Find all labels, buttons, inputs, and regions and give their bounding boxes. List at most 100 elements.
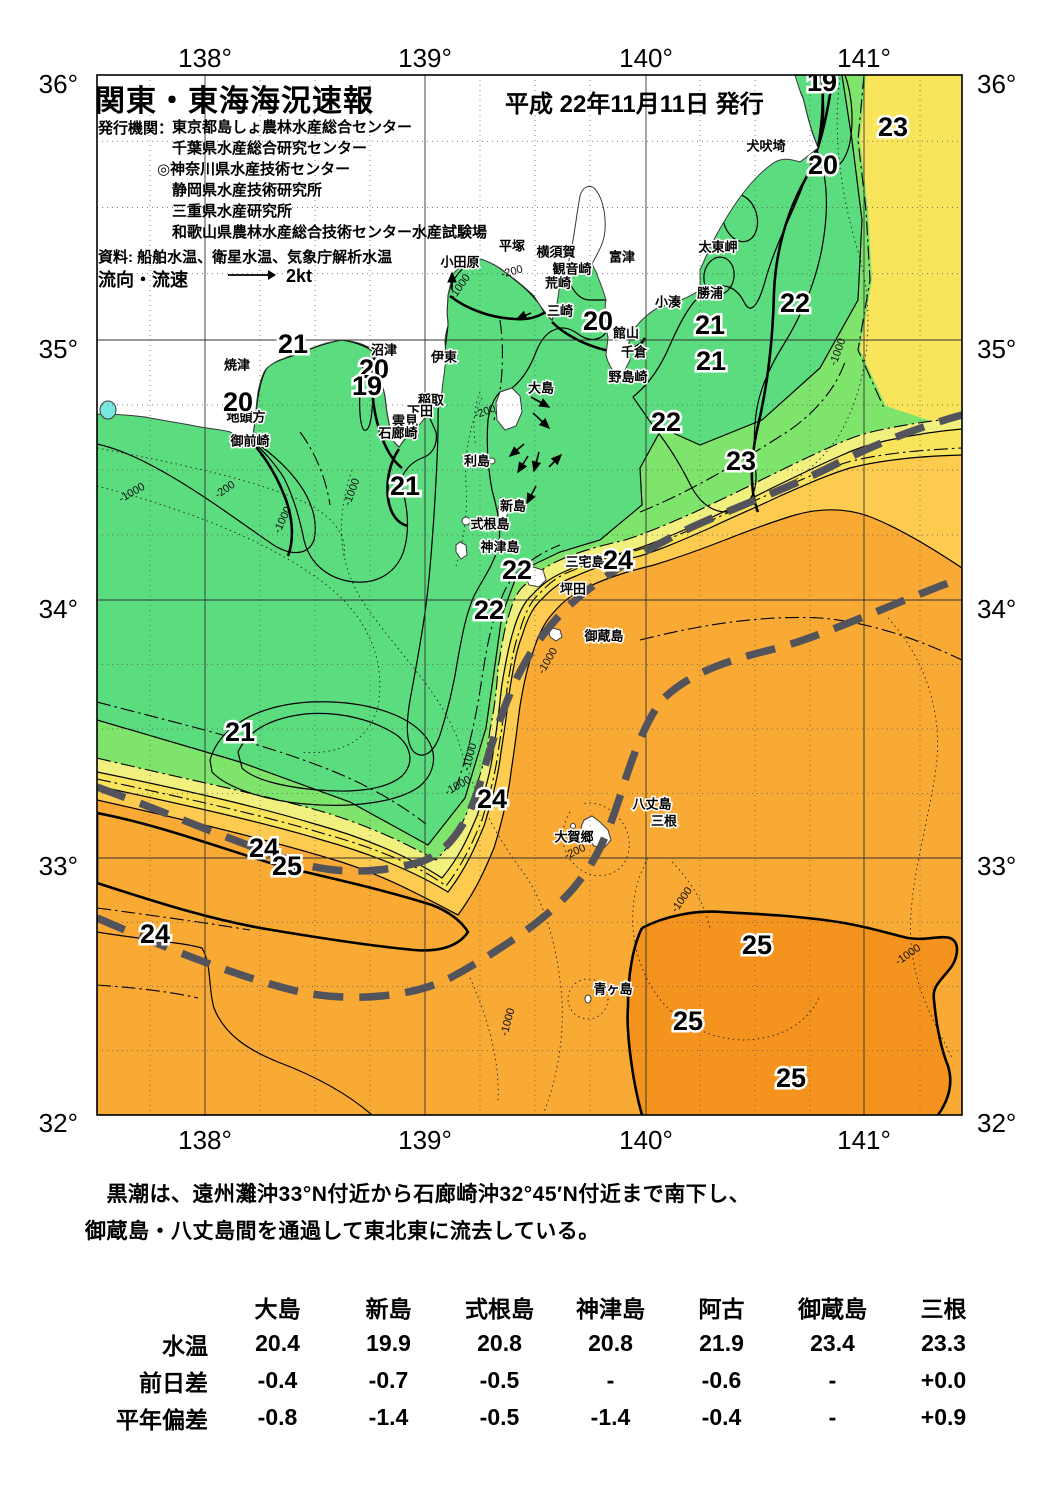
place-label: 横須賀 [536,245,575,260]
graticule [97,75,962,1115]
axis-label-bottom: 139° [398,1125,452,1155]
temperature-labels: 1923202221212021201920222321222224212424… [137,75,910,1096]
place-label: 地頭方 [226,410,265,425]
island-miyakejima [524,566,547,588]
lake-hamana [99,400,117,420]
sea-region-24c-southwest [97,931,373,1115]
island-oshima [495,387,523,431]
table-column-header: 新島 [365,1295,412,1322]
axis-label-left: 34° [39,594,78,624]
flow-legend-arrow-icon [228,270,276,280]
place-label: 荒崎 [544,276,571,291]
table-value-cell: 23.3 [921,1330,966,1356]
publisher-label: 発行機関： [98,120,174,137]
table-value-cell: - [828,1367,837,1393]
island-hachijokojima [570,823,576,829]
page-title: 関東・東海海況速報 [95,85,374,118]
temp-label: 25 [742,930,772,960]
temp-label: 20 [359,354,389,384]
table-column-header: 式根島 [465,1295,534,1322]
place-label: 坪田 [560,582,586,597]
publisher-item: ◎神奈川県水産技術センター [157,161,351,178]
place-label: 小湊 [655,295,682,310]
temp-label: 21 [278,329,308,359]
cold-patch-20c [703,256,735,296]
axis-label-right: 35° [977,334,1016,364]
table-value-cell: 19.9 [366,1330,411,1356]
publisher-list: 東京都島しょ農林水産総合センター 千葉県水産総合研究センター ◎神奈川県水産技術セン… [157,117,487,243]
publisher-item: 千葉県水産総合研究センター [172,140,368,157]
place-label: 稲取 [418,393,445,408]
table-value-cell: -0.5 [479,1367,520,1393]
axis-label-right: 33° [977,851,1016,881]
table-corner [52,1288,222,1325]
temp-label: 25 [673,1006,703,1036]
table-row-label: 前日差 [139,1369,208,1396]
axis-label-top: 141° [837,43,891,73]
axis-label-bottom: 141° [837,1125,891,1155]
place-label: 石廊崎 [377,426,417,441]
table-value-cell: +0.9 [920,1404,967,1430]
place-label: 青ヶ島 [593,982,632,997]
place-label: 小田原 [440,255,479,270]
temp-label: 19 [352,371,382,401]
temp-label: 22 [780,288,810,318]
table-value-cell: - [828,1404,837,1430]
island-toshima [488,457,496,465]
axis-label-right: 36° [977,69,1016,99]
table-value-cell: -0.5 [479,1404,520,1430]
place-label: 大賀郷 [554,830,593,845]
place-label: 犬吠埼 [746,139,785,154]
table-column-header: 神津島 [576,1295,645,1322]
temp-label: 24 [477,784,507,814]
temp-label: 20 [583,306,613,336]
axis-label-top: 139° [398,43,452,73]
place-label: 沼津 [371,343,397,358]
table-value-cell: -1.4 [368,1404,409,1430]
place-label: 千倉 [621,345,648,360]
table-value-cell: 20.4 [255,1330,300,1356]
place-label: 神津島 [480,540,519,555]
place-label: 平塚 [499,239,525,254]
issue-date: 平成 22年11月11日 発行 [505,91,764,118]
place-label: 館山 [613,326,639,341]
table-value-cell: -0.8 [257,1404,298,1430]
tokyo-bay-coastline [566,185,606,271]
table-column-header: 三根 [920,1295,967,1322]
place-label: 野島崎 [608,370,647,385]
temp-label: 21 [696,346,726,376]
table-value-cell: +0.0 [920,1367,967,1393]
sea-region-25c-southeast [627,911,957,1115]
island-shikinejima [461,516,471,526]
current-arrows [447,271,563,505]
temp-label: 22 [474,595,504,625]
place-label: 三根 [651,814,678,829]
cold-water-east-boso [632,146,827,513]
table-value-cell: 23.4 [810,1330,855,1356]
table-value-cell: -1.4 [590,1404,631,1430]
temp-label: 25 [776,1063,806,1093]
temp-label: 24 [249,833,279,863]
table-row-label: 平年偏差 [116,1406,208,1433]
sea-region-23c-corner [860,75,962,422]
island-kozushima [455,541,468,560]
map-frame [96,74,963,1116]
summary-line-2: 御蔵島・八丈島間を通過して東北東に流去している。 [85,1220,600,1243]
honshu-land [97,75,819,448]
flow-legend-speed: 2kt [286,266,313,286]
table-column-header: 大島 [254,1295,301,1322]
table-value-cell: 20.8 [588,1330,633,1356]
flow-legend-label: 流向・流速 [98,270,188,290]
place-label: 式根島 [470,517,509,532]
table-row-label: 水温 [162,1332,208,1359]
place-label: 観音崎 [551,262,591,277]
izu-islands [455,387,612,1004]
island-temperature-table: 大島 新島 式根島 神津島 阿古 御蔵島 三根 水温 20.4 19.9 20.8 20.8 21.9 2… [52,1288,999,1436]
publisher-item: 東京都島しょ農林水産総合センター [172,119,413,136]
temp-label: 25 [272,851,302,881]
place-label: 伊東 [430,350,457,365]
axis-label-left: 33° [39,851,78,881]
temp-label: 23 [878,112,908,142]
